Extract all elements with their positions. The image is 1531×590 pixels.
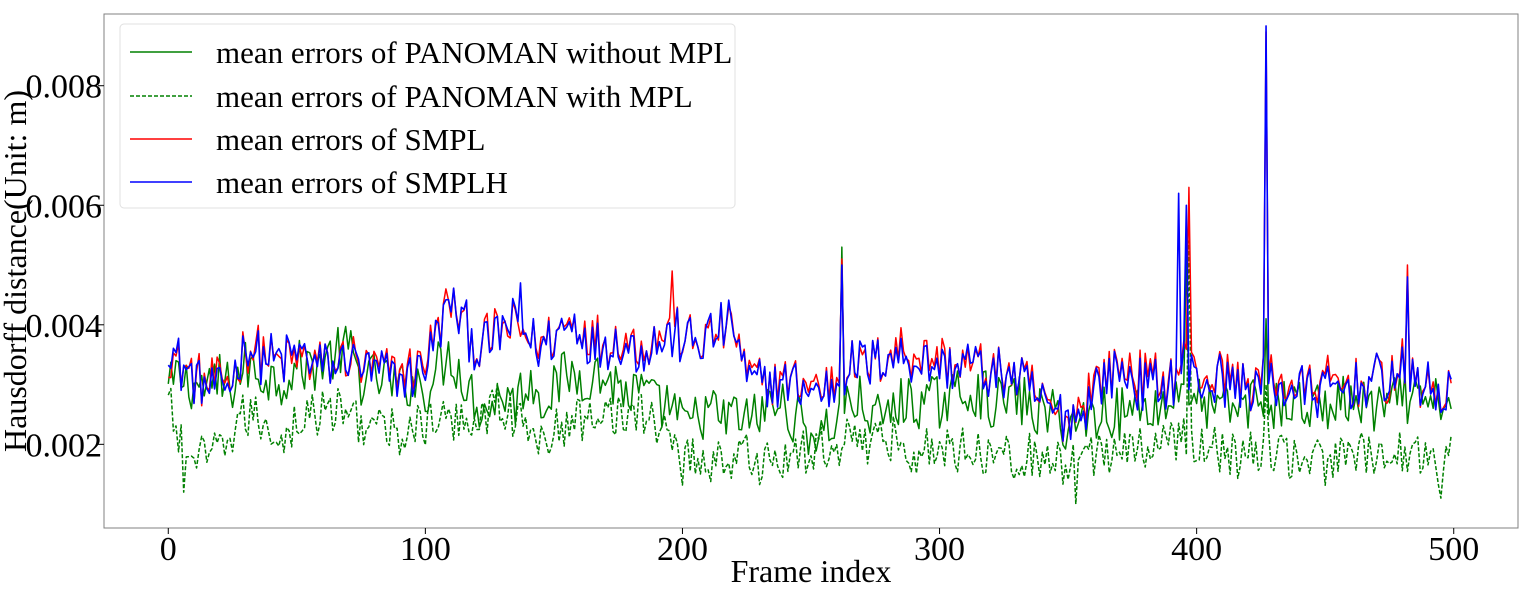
y-tick-label: 0.006 bbox=[26, 188, 103, 225]
legend-label-1: mean errors of PANOMAN without MPL bbox=[216, 35, 732, 70]
series-line-1 bbox=[167, 246, 1452, 456]
series-layer bbox=[167, 25, 1452, 505]
legend-label-3: mean errors of SMPL bbox=[216, 122, 485, 157]
x-tick-label: 500 bbox=[1428, 531, 1479, 568]
x-tick-label: 200 bbox=[657, 531, 708, 568]
legend-label-2: mean errors of PANOMAN with MPL bbox=[216, 79, 693, 114]
x-tick-label: 100 bbox=[400, 531, 451, 568]
legend: mean errors of PANOMAN without MPL mean e… bbox=[119, 23, 736, 209]
series-line-2 bbox=[167, 240, 1452, 505]
x-tick-label: 300 bbox=[914, 531, 965, 568]
legend-label-4: mean errors of SMPLH bbox=[216, 165, 508, 200]
y-tick-label: 0.004 bbox=[26, 308, 103, 345]
y-tick-label: 0.002 bbox=[26, 427, 103, 464]
y-tick-label: 0.008 bbox=[26, 69, 103, 106]
y-axis-label: Hausdorff distance(Unit: m) bbox=[0, 90, 33, 452]
y-axis-ticks: 0.002 0.004 0.006 0.008 bbox=[26, 69, 104, 464]
series-line-4 bbox=[167, 25, 1452, 442]
x-axis-label: Frame index bbox=[731, 553, 892, 589]
x-tick-label: 400 bbox=[1171, 531, 1222, 568]
x-axis-ticks: 0 100 200 300 400 500 bbox=[160, 528, 1479, 568]
x-tick-label: 0 bbox=[160, 531, 177, 568]
legend-box bbox=[119, 23, 736, 209]
